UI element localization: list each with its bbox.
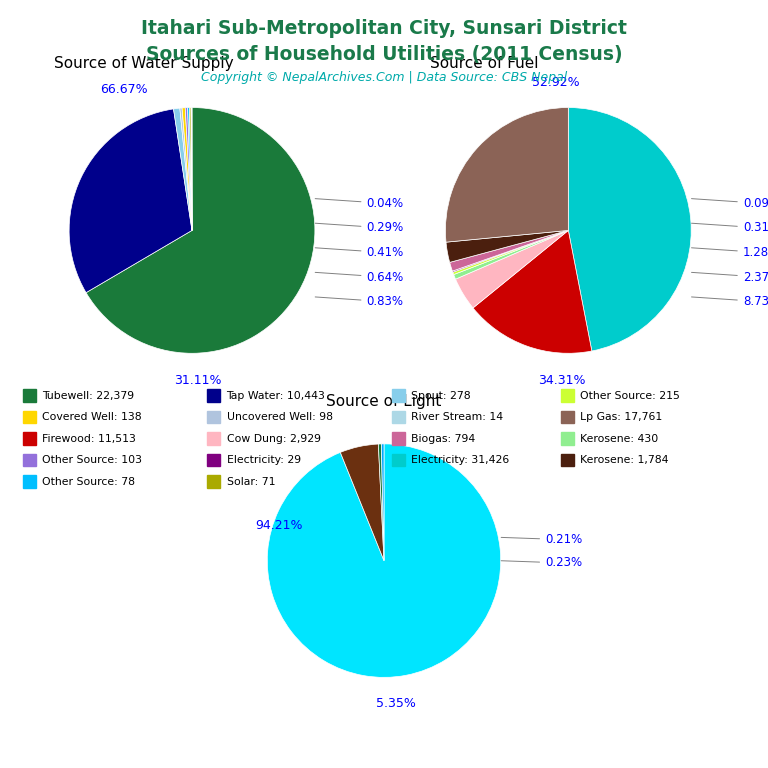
Text: Other Source: 215: Other Source: 215 <box>580 390 680 401</box>
Wedge shape <box>69 109 192 293</box>
Text: Itahari Sub-Metropolitan City, Sunsari District: Itahari Sub-Metropolitan City, Sunsari D… <box>141 19 627 38</box>
Wedge shape <box>185 108 192 230</box>
Wedge shape <box>174 108 192 230</box>
Text: 2.37%: 2.37% <box>691 270 768 283</box>
Text: Firewood: 11,513: Firewood: 11,513 <box>42 433 136 444</box>
Wedge shape <box>190 108 192 230</box>
Text: Kerosene: 430: Kerosene: 430 <box>580 433 658 444</box>
Wedge shape <box>568 108 691 351</box>
Text: Electricity: 29: Electricity: 29 <box>227 455 301 465</box>
Wedge shape <box>452 230 568 272</box>
Text: Copyright © NepalArchives.Com | Data Source: CBS Nepal: Copyright © NepalArchives.Com | Data Sou… <box>201 71 567 84</box>
Text: 0.23%: 0.23% <box>502 557 582 570</box>
Text: Lp Gas: 17,761: Lp Gas: 17,761 <box>580 412 662 422</box>
Text: 8.73%: 8.73% <box>691 295 768 308</box>
Text: Tubewell: 22,379: Tubewell: 22,379 <box>42 390 134 401</box>
Text: 0.41%: 0.41% <box>315 246 404 259</box>
Text: Tap Water: 10,443: Tap Water: 10,443 <box>227 390 326 401</box>
Wedge shape <box>86 108 315 353</box>
Text: 0.21%: 0.21% <box>502 533 582 546</box>
Wedge shape <box>445 108 568 242</box>
Text: Solar: 71: Solar: 71 <box>227 476 275 487</box>
Text: Source of Fuel: Source of Fuel <box>430 57 538 71</box>
Text: 0.64%: 0.64% <box>315 270 404 283</box>
Text: 34.31%: 34.31% <box>538 374 586 387</box>
Wedge shape <box>191 108 192 230</box>
Text: 0.31%: 0.31% <box>691 221 768 234</box>
Text: Covered Well: 138: Covered Well: 138 <box>42 412 142 422</box>
Text: Spout: 278: Spout: 278 <box>411 390 471 401</box>
Text: Kerosene: 1,784: Kerosene: 1,784 <box>580 455 668 465</box>
Text: 5.35%: 5.35% <box>376 697 415 710</box>
Wedge shape <box>340 444 384 561</box>
Text: Other Source: 103: Other Source: 103 <box>42 455 142 465</box>
Text: River Stream: 14: River Stream: 14 <box>411 412 503 422</box>
Wedge shape <box>450 230 568 271</box>
Text: 0.09%: 0.09% <box>691 197 768 210</box>
Text: Electricity: 31,426: Electricity: 31,426 <box>411 455 509 465</box>
Text: Biogas: 794: Biogas: 794 <box>411 433 475 444</box>
Text: Cow Dung: 2,929: Cow Dung: 2,929 <box>227 433 320 444</box>
Wedge shape <box>267 444 501 677</box>
Wedge shape <box>455 230 568 308</box>
Wedge shape <box>446 230 568 263</box>
Text: 52.92%: 52.92% <box>532 77 580 89</box>
Text: 0.83%: 0.83% <box>315 295 403 308</box>
Wedge shape <box>382 444 384 561</box>
Text: 94.21%: 94.21% <box>255 519 303 532</box>
Text: 1.28%: 1.28% <box>691 246 768 259</box>
Wedge shape <box>187 108 192 230</box>
Wedge shape <box>379 444 384 561</box>
Text: 0.29%: 0.29% <box>315 221 404 234</box>
Wedge shape <box>180 108 192 230</box>
Text: 0.04%: 0.04% <box>315 197 404 210</box>
Text: Other Source: 78: Other Source: 78 <box>42 476 135 487</box>
Text: Source of Water Supply: Source of Water Supply <box>54 57 233 71</box>
Wedge shape <box>453 230 568 275</box>
Wedge shape <box>473 230 592 353</box>
Text: 66.67%: 66.67% <box>101 83 148 95</box>
Wedge shape <box>454 230 568 279</box>
Text: 31.11%: 31.11% <box>174 374 222 387</box>
Text: Sources of Household Utilities (2011 Census): Sources of Household Utilities (2011 Cen… <box>146 45 622 64</box>
Title: Source of Light: Source of Light <box>326 395 442 409</box>
Text: Uncovered Well: 98: Uncovered Well: 98 <box>227 412 333 422</box>
Wedge shape <box>182 108 192 230</box>
